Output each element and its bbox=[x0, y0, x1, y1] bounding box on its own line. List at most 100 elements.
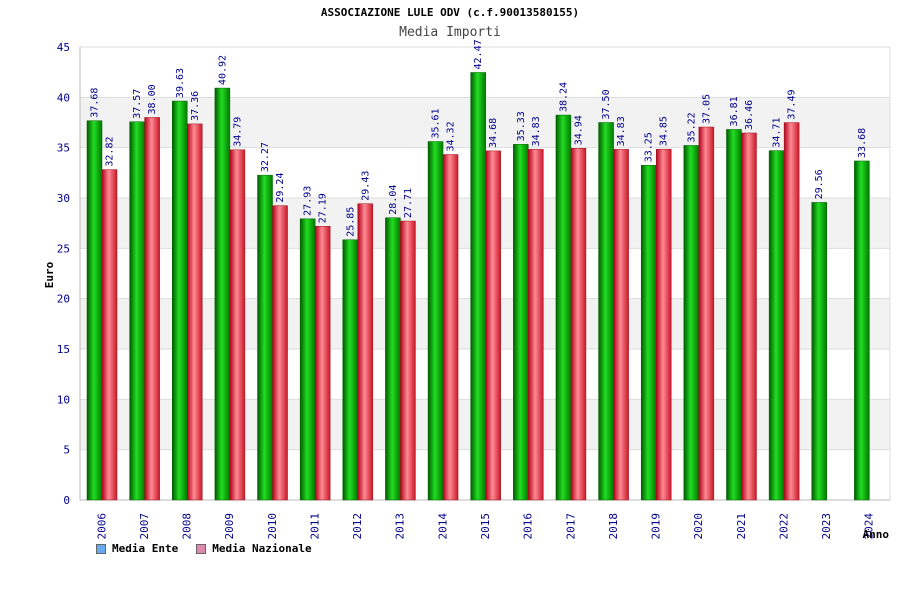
data-label: 38.00 bbox=[147, 84, 158, 114]
bar-media-ente bbox=[385, 217, 401, 501]
x-tick-label: 2019 bbox=[650, 513, 663, 540]
y-tick-label: 15 bbox=[57, 343, 70, 356]
data-label: 27.93 bbox=[303, 186, 314, 216]
x-tick-label: 2017 bbox=[564, 513, 577, 540]
data-label: 34.83 bbox=[616, 116, 627, 146]
bar-media-nazionale bbox=[187, 123, 203, 501]
data-label: 35.22 bbox=[686, 112, 697, 142]
y-tick-label: 25 bbox=[57, 242, 70, 255]
data-label: 34.32 bbox=[446, 121, 457, 151]
data-label: 37.05 bbox=[701, 94, 712, 124]
bar-media-ente bbox=[257, 174, 273, 501]
data-label: 27.19 bbox=[318, 193, 329, 223]
bar-media-nazionale bbox=[613, 149, 629, 501]
data-label: 36.46 bbox=[744, 100, 755, 130]
bar-media-ente bbox=[555, 114, 572, 501]
data-label: 38.24 bbox=[558, 82, 569, 112]
data-label: 33.25 bbox=[644, 132, 655, 162]
x-axis-label: Anno bbox=[863, 528, 890, 541]
bar-media-nazionale bbox=[783, 122, 800, 501]
data-label: 42.47 bbox=[473, 39, 484, 69]
bar-media-nazionale bbox=[528, 149, 544, 501]
data-label: 34.71 bbox=[772, 117, 783, 147]
legend-item-media-nazionale: Media Nazionale bbox=[196, 542, 312, 555]
bar-media-nazionale bbox=[485, 150, 501, 501]
x-tick-label: 2014 bbox=[436, 513, 449, 540]
y-tick-label: 40 bbox=[57, 91, 70, 104]
x-tick-label: 2020 bbox=[692, 513, 705, 540]
y-tick-label: 5 bbox=[63, 444, 70, 457]
x-tick-label: 2024 bbox=[863, 513, 876, 540]
bar-media-ente bbox=[513, 144, 529, 501]
data-label: 34.94 bbox=[573, 115, 584, 145]
data-label: 36.81 bbox=[729, 96, 740, 126]
data-label: 35.61 bbox=[431, 108, 442, 138]
data-label: 39.63 bbox=[175, 68, 186, 98]
data-label: 25.85 bbox=[345, 207, 356, 237]
y-tick-label: 35 bbox=[57, 142, 70, 155]
bar-media-ente bbox=[427, 141, 444, 501]
legend-swatch-media-ente bbox=[96, 543, 106, 554]
data-label: 32.27 bbox=[260, 142, 271, 172]
bar-media-ente bbox=[854, 160, 870, 501]
chart-subtitle: Media Importi bbox=[399, 25, 501, 40]
bar-media-nazionale bbox=[357, 203, 374, 501]
y-tick-label: 0 bbox=[63, 494, 70, 507]
bar-media-ente bbox=[811, 202, 827, 501]
bar-media-nazionale bbox=[229, 149, 246, 501]
bar-media-nazionale bbox=[314, 226, 331, 501]
bar-media-ente bbox=[214, 87, 231, 501]
data-label: 28.04 bbox=[388, 185, 399, 215]
bar-media-ente bbox=[726, 129, 742, 501]
bar-media-ente bbox=[768, 150, 785, 501]
data-label: 32.82 bbox=[105, 137, 116, 167]
x-tick-label: 2011 bbox=[308, 513, 321, 540]
bar-media-ente bbox=[299, 218, 316, 501]
data-label: 37.57 bbox=[132, 89, 143, 119]
data-label: 37.68 bbox=[90, 88, 101, 118]
bar-media-nazionale bbox=[655, 148, 672, 501]
chart-title: ASSOCIAZIONE LULE ODV (c.f.90013580155) bbox=[320, 6, 580, 19]
bar-media-ente bbox=[86, 120, 103, 501]
data-label: 33.68 bbox=[857, 128, 868, 158]
bar-media-ente bbox=[172, 100, 188, 501]
y-axis-label: Euro bbox=[43, 261, 56, 288]
x-tick-label: 2013 bbox=[394, 513, 407, 540]
data-label: 37.50 bbox=[601, 89, 612, 119]
legend-swatch-media-nazionale bbox=[196, 543, 207, 554]
legend: Media Ente Media Nazionale bbox=[96, 542, 312, 555]
x-tick-label: 2010 bbox=[266, 513, 279, 540]
bar-media-nazionale bbox=[698, 126, 715, 501]
bar-media-nazionale bbox=[144, 117, 160, 501]
legend-item-media-ente: Media Ente bbox=[96, 542, 178, 555]
data-label: 34.68 bbox=[488, 118, 499, 148]
bar-media-ente bbox=[640, 165, 657, 501]
x-tick-label: 2018 bbox=[607, 513, 620, 540]
x-tick-label: 2012 bbox=[351, 513, 364, 540]
y-tick-label: 10 bbox=[57, 393, 70, 406]
data-label: 40.92 bbox=[217, 55, 228, 85]
x-tick-label: 2016 bbox=[522, 513, 535, 540]
data-label: 37.36 bbox=[190, 91, 201, 121]
data-label: 37.49 bbox=[787, 89, 798, 119]
bar-media-nazionale bbox=[741, 132, 757, 501]
bar-media-nazionale bbox=[442, 154, 459, 501]
bar-media-ente bbox=[683, 145, 700, 501]
x-tick-label: 2008 bbox=[181, 513, 194, 540]
legend-label-media-ente: Media Ente bbox=[112, 542, 179, 555]
data-label: 34.85 bbox=[659, 116, 670, 146]
bar-media-nazionale bbox=[570, 148, 587, 501]
x-tick-label: 2006 bbox=[95, 513, 108, 540]
y-tick-label: 30 bbox=[57, 192, 70, 205]
x-tick-label: 2023 bbox=[820, 513, 833, 540]
legend-label-media-nazionale: Media Nazionale bbox=[212, 542, 312, 555]
data-label: 35.33 bbox=[516, 111, 527, 141]
x-tick-label: 2007 bbox=[138, 513, 151, 540]
bar-media-nazionale bbox=[101, 169, 118, 501]
x-tick-label: 2009 bbox=[223, 513, 236, 540]
data-label: 27.71 bbox=[403, 188, 414, 218]
bar-media-ente bbox=[470, 72, 486, 501]
y-tick-label: 20 bbox=[57, 293, 70, 306]
